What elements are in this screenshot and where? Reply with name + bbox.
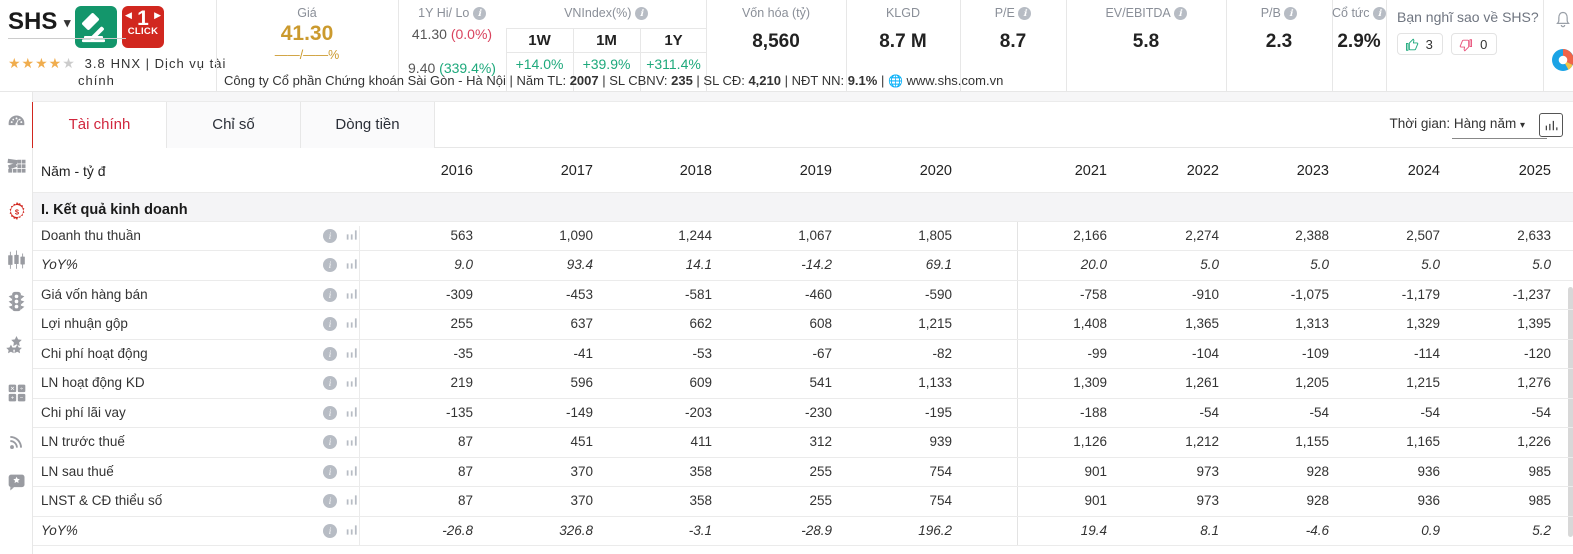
- svg-text:✕: ✕: [10, 387, 15, 393]
- svg-text:+: +: [11, 396, 15, 402]
- svg-text:−: −: [20, 396, 24, 402]
